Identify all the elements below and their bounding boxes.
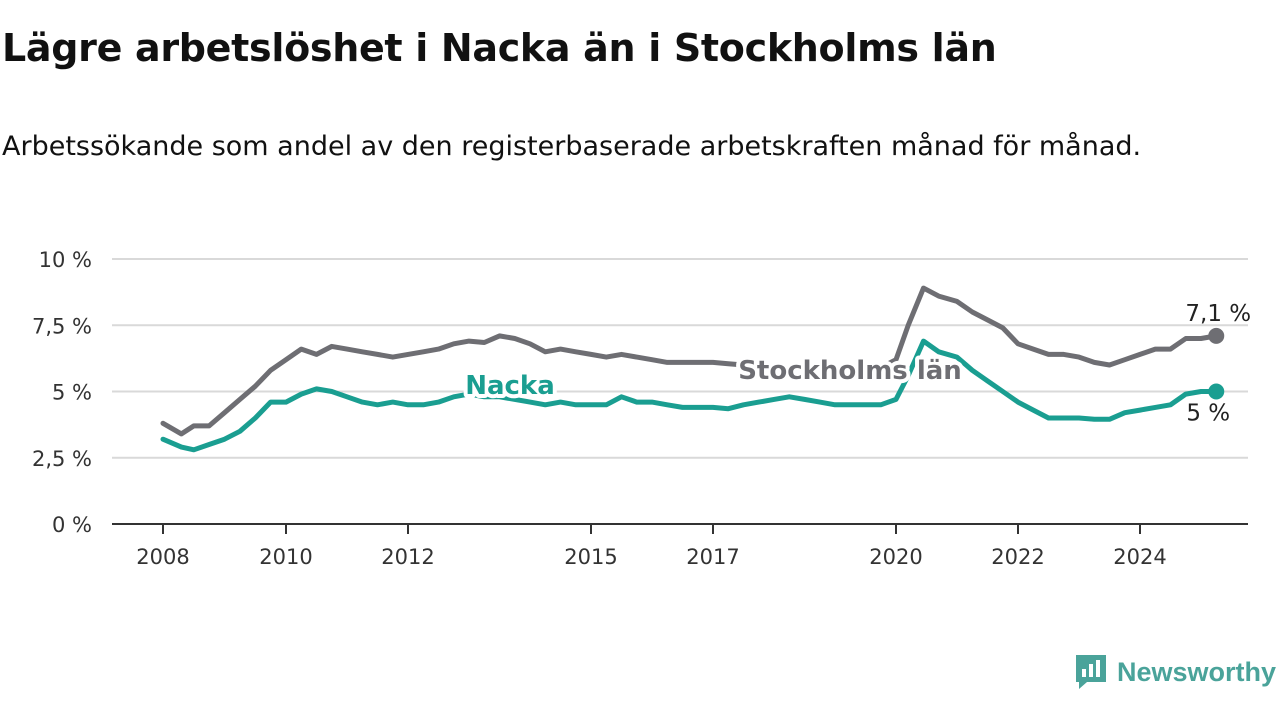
gridlines xyxy=(112,258,1248,459)
series-line xyxy=(160,285,1219,437)
series-end-point xyxy=(1208,383,1225,400)
newsworthy-logo-icon xyxy=(1075,655,1106,689)
chart-title: Lägre arbetslöshet i Nacka än i Stockhol… xyxy=(2,26,997,70)
series-end-label: 5 % xyxy=(1186,401,1230,427)
brand-name: Newsworthy xyxy=(1116,656,1276,687)
x-tick-label: 2017 xyxy=(686,545,739,569)
x-tick-label: 2020 xyxy=(869,545,922,569)
x-tick-label: 2010 xyxy=(259,545,312,569)
y-tick-label: 7,5 % xyxy=(32,314,92,338)
y-axis-ticks: 0 % 2,5 % 5 % 7,5 % 10 % xyxy=(32,248,92,537)
series-lines xyxy=(160,285,1225,453)
x-tick-label: 2012 xyxy=(381,545,434,569)
y-tick-label: 2,5 % xyxy=(32,447,92,471)
x-tick-label: 2022 xyxy=(991,545,1044,569)
series-name-label: Stockholms län xyxy=(738,356,962,386)
series-line xyxy=(160,338,1219,453)
x-tick-label: 2008 xyxy=(136,545,189,569)
series-end-label: 7,1 % xyxy=(1185,301,1251,327)
series-end-point xyxy=(1208,327,1225,344)
x-tick-label: 2024 xyxy=(1113,545,1166,569)
y-tick-label: 5 % xyxy=(52,381,92,405)
series-name-label: Nacka xyxy=(465,371,555,401)
x-axis-ticks: 2008 2010 2012 2015 2017 2020 2022 2024 xyxy=(136,524,1167,569)
y-tick-label: 10 % xyxy=(39,248,92,272)
chart-subtitle: Arbetssökande som andel av den registerb… xyxy=(2,131,1142,162)
x-tick-label: 2015 xyxy=(564,545,617,569)
newsworthy-logo: Newsworthy xyxy=(1073,652,1276,692)
y-tick-label: 0 % xyxy=(52,513,92,537)
series-labels: 7,1 % Stockholms län 5 % Nacka xyxy=(461,301,1251,427)
